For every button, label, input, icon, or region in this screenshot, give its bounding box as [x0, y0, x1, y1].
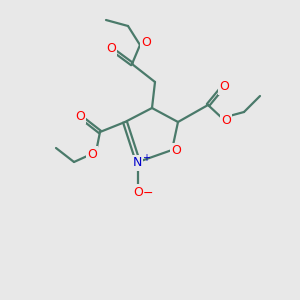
Text: +: +	[142, 153, 150, 163]
Text: O: O	[106, 41, 116, 55]
Text: O: O	[133, 185, 143, 199]
Text: O: O	[219, 80, 229, 94]
Text: O: O	[87, 148, 97, 160]
Text: O: O	[171, 145, 181, 158]
Text: −: −	[143, 187, 153, 200]
Text: O: O	[141, 37, 151, 50]
Text: N: N	[132, 157, 142, 169]
Text: O: O	[221, 113, 231, 127]
Text: O: O	[75, 110, 85, 122]
